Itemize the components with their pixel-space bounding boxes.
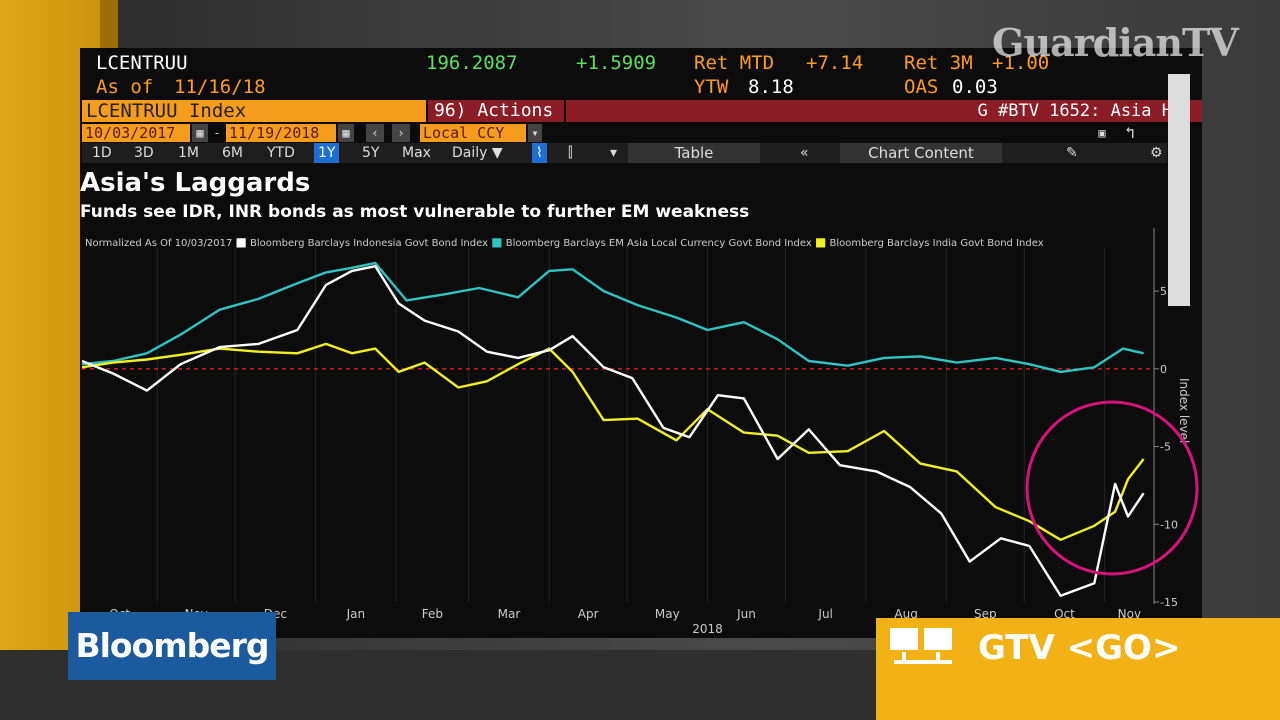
bar-chart-icon[interactable]: ⫿ [568, 145, 573, 161]
range-3d[interactable]: 3D [134, 145, 154, 161]
side-toolbar[interactable] [1168, 74, 1190, 306]
frequency-label: Daily [452, 145, 488, 161]
range-ytd[interactable]: YTD [267, 145, 295, 161]
collapse-icon[interactable]: « [800, 145, 809, 161]
y-tick-label: -15 [1160, 596, 1178, 609]
as-of-date: 11/16/18 [174, 76, 266, 98]
gear-icon[interactable]: ⚙ [1150, 145, 1163, 161]
chart-content-button[interactable]: Chart Content [840, 143, 1002, 163]
series-line [81, 264, 1145, 597]
ret-3m-label: Ret 3M [904, 52, 973, 74]
range-5y[interactable]: 5Y [362, 145, 380, 161]
currency-select[interactable]: Local CCY [420, 124, 526, 142]
screen-icon[interactable]: ▣ [1098, 126, 1106, 140]
legend-em-asia: Bloomberg Barclays EM Asia Local Currenc… [505, 238, 812, 249]
x-tick-label: Nov [1118, 607, 1141, 621]
legend-swatch-indonesia: ■ [235, 235, 247, 249]
x-tick-label: Apr [578, 607, 599, 621]
price-change: +1.5909 [576, 52, 657, 74]
calendar-icon[interactable]: ▦ [192, 124, 208, 142]
y-axis-label: Index level [1177, 378, 1191, 443]
x-tick-label: Aug [894, 607, 917, 621]
x-tick-label: Jun [736, 607, 756, 621]
gtv-go-label: GTV <GO> [978, 628, 1181, 668]
range-6m[interactable]: 6M [222, 145, 243, 161]
legend-swatch-em-asia: ■ [491, 235, 503, 249]
price: 196.2087 [426, 52, 518, 74]
range-1m[interactable]: 1M [178, 145, 199, 161]
chevron-right-icon[interactable]: › [392, 124, 410, 142]
function-title: G #BTV 1652: Asia H [566, 100, 1202, 122]
legend-swatch-india: ■ [814, 235, 827, 249]
chevron-down-icon: ▼ [491, 145, 503, 161]
chart-content-label: Chart Content [868, 144, 974, 162]
date-separator: - [213, 126, 221, 140]
guardiantv-watermark: GuardianTV [992, 20, 1239, 65]
chevron-left-icon[interactable]: ‹ [366, 124, 384, 142]
chevron-down-icon[interactable]: ▾ [610, 145, 618, 161]
legend-indonesia: Bloomberg Barclays Indonesia Govt Bond I… [250, 238, 489, 249]
line-chart-icon[interactable]: ⌇ [532, 143, 547, 163]
annotation-circle [1025, 400, 1199, 576]
ret-mtd-value: +7.14 [806, 52, 864, 74]
x-year-label: 2018 [692, 622, 723, 636]
calendar-icon[interactable]: ▦ [338, 124, 354, 142]
ret-3m-value: +1.00 [992, 52, 1050, 74]
y-tick-label: -10 [1160, 518, 1178, 531]
line-chart: OctNovDecJanFebMarAprMayJunJulAugSepOctN… [81, 228, 1199, 636]
oas-value: 0.03 [952, 76, 998, 98]
x-tick-label: Jan [346, 607, 366, 621]
range-max[interactable]: Max [402, 145, 431, 161]
x-tick-label: Feb [422, 607, 443, 621]
date-to-field[interactable]: 11/19/2018 [226, 124, 336, 142]
legend-india: Bloomberg Barclays India Govt Bond Index [829, 238, 1044, 249]
as-of-label: As of [96, 76, 154, 98]
ret-mtd-label: Ret MTD [694, 52, 775, 74]
x-tick-label: Oct [1054, 607, 1075, 621]
chart-title: Asia's Laggards [80, 168, 311, 198]
series-line [81, 342, 1145, 541]
x-tick-label: Mar [498, 607, 521, 621]
x-tick-label: May [655, 607, 680, 621]
bloomberg-logo: Bloomberg [68, 612, 276, 680]
x-tick-label: Jul [817, 607, 832, 621]
y-tick-label: 0 [1160, 363, 1167, 376]
chevron-down-icon[interactable]: ▾ [528, 124, 542, 142]
ticker: LCENTRUU [96, 52, 188, 74]
y-tick-label: -5 [1160, 441, 1171, 454]
x-tick-label: Sep [974, 607, 997, 621]
ytw-value: 8.18 [748, 76, 794, 98]
back-arrow-icon[interactable]: ↰ [1125, 123, 1135, 142]
y-tick-label: 5 [1160, 285, 1167, 298]
oas-label: OAS [904, 76, 939, 98]
security-field[interactable]: LCENTRUU Index [82, 100, 426, 122]
ytw-label: YTW [694, 76, 729, 98]
frequency-select[interactable]: Daily ▼ [448, 143, 507, 163]
actions-label: 96) Actions [434, 100, 554, 121]
date-from-field[interactable]: 10/03/2017 [82, 124, 190, 142]
chart-legend: Normalized As Of 10/03/2017 ■ Bloomberg … [85, 235, 1044, 249]
table-button[interactable]: Table [628, 143, 760, 163]
range-1y[interactable]: 1Y [314, 143, 340, 163]
edit-icon[interactable]: ✎ [1066, 145, 1078, 161]
range-1d[interactable]: 1D [92, 145, 112, 161]
monitor-icon [890, 628, 952, 664]
terminal-screen: LCENTRUU As of 11/16/18 196.2087 +1.5909… [80, 48, 1202, 638]
chart-subtitle: Funds see IDR, INR bonds as most vulnera… [80, 202, 750, 222]
series-line [81, 261, 1144, 374]
legend-normalized: Normalized As Of 10/03/2017 [85, 238, 233, 249]
